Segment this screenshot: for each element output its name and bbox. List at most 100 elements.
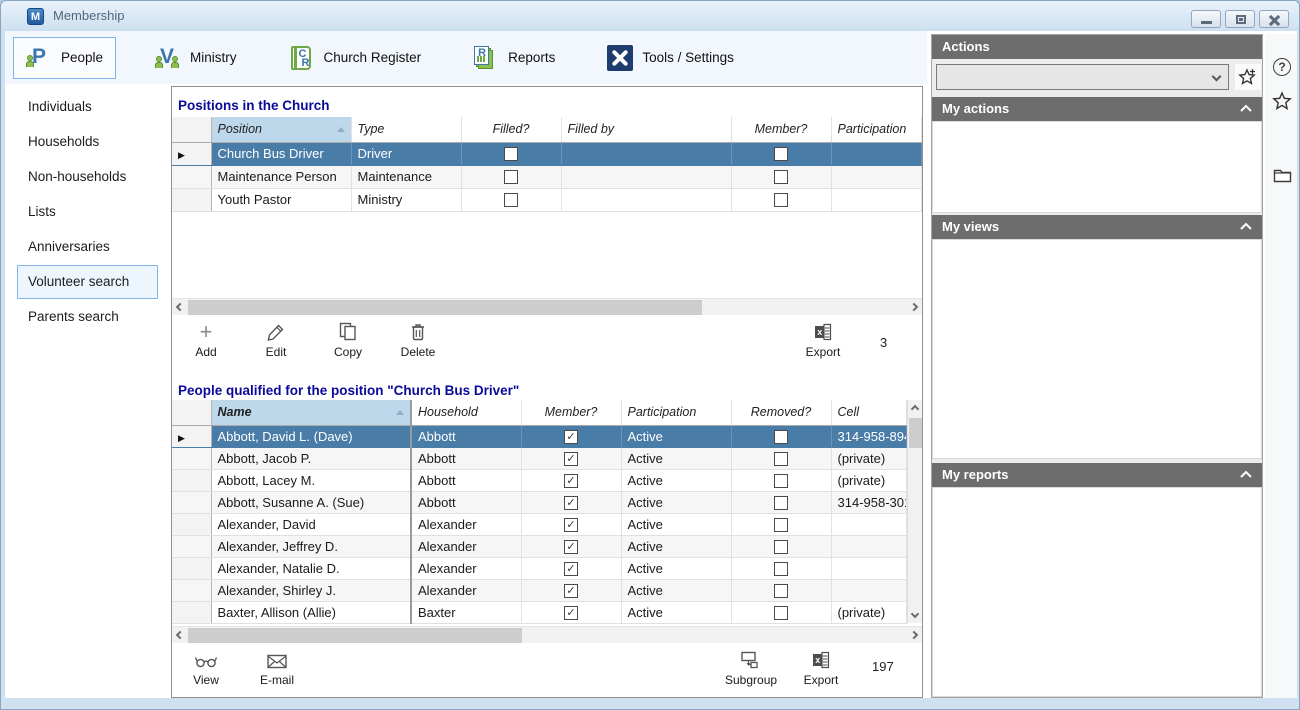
tab-ministry[interactable]: V Ministry: [142, 37, 250, 79]
cell-position[interactable]: Church Bus Driver: [211, 142, 351, 165]
cell-participation[interactable]: [831, 142, 922, 165]
cell-household[interactable]: Abbott: [411, 491, 521, 513]
sidebar-item-parents-search[interactable]: Parents search: [17, 300, 158, 334]
edit-button[interactable]: Edit: [252, 319, 300, 359]
checkbox-cell[interactable]: ✓: [521, 513, 621, 535]
cell-participation[interactable]: Active: [621, 447, 731, 469]
table-row[interactable]: Youth PastorMinistry: [172, 188, 922, 211]
cell-participation[interactable]: [831, 165, 922, 188]
cell-cell[interactable]: [831, 557, 907, 579]
checkbox-cell[interactable]: [731, 601, 831, 623]
cell-cell[interactable]: (private): [831, 601, 907, 623]
cell-household[interactable]: Alexander: [411, 579, 521, 601]
people-export-button[interactable]: x Export: [797, 647, 845, 687]
cell-name[interactable]: Abbott, David L. (Dave): [211, 425, 411, 447]
cell-participation[interactable]: Active: [621, 469, 731, 491]
cell-name[interactable]: Baxter, Allison (Allie): [211, 601, 411, 623]
cell-cell[interactable]: (private): [831, 447, 907, 469]
cell-participation[interactable]: Active: [621, 491, 731, 513]
positions-horizontal-scrollbar[interactable]: [172, 298, 922, 315]
help-button[interactable]: ?: [1271, 56, 1293, 78]
row-selector[interactable]: [172, 188, 211, 211]
cell-filled_by[interactable]: [561, 142, 731, 165]
row-selector[interactable]: [172, 469, 211, 491]
tab-tools-settings[interactable]: Tools / Settings: [594, 37, 747, 79]
people-vertical-scrollbar[interactable]: [907, 400, 922, 623]
table-row[interactable]: ▶Abbott, David L. (Dave)Abbott✓Active314…: [172, 425, 907, 447]
checkbox-cell[interactable]: [731, 469, 831, 491]
cell-household[interactable]: Abbott: [411, 447, 521, 469]
checkbox-cell[interactable]: ✓: [521, 447, 621, 469]
checkbox-cell[interactable]: [731, 557, 831, 579]
column-header-removed[interactable]: Removed?: [731, 400, 831, 425]
table-row[interactable]: Alexander, Jeffrey D.Alexander✓Active: [172, 535, 907, 557]
cell-name[interactable]: Abbott, Lacey M.: [211, 469, 411, 491]
checkbox-cell[interactable]: [731, 535, 831, 557]
checkbox-cell[interactable]: [731, 513, 831, 535]
column-header-position[interactable]: Position: [211, 117, 351, 142]
view-button[interactable]: View: [182, 647, 230, 687]
checkbox-cell[interactable]: ✓: [521, 469, 621, 491]
row-selector[interactable]: [172, 491, 211, 513]
subgroup-button[interactable]: Subgroup: [725, 647, 773, 687]
tab-people[interactable]: P People: [13, 37, 116, 79]
row-selector[interactable]: ▶: [172, 425, 211, 447]
cell-participation[interactable]: Active: [621, 425, 731, 447]
sidebar-item-non-households[interactable]: Non-households: [17, 160, 158, 194]
cell-household[interactable]: Baxter: [411, 601, 521, 623]
column-header-type[interactable]: Type: [351, 117, 461, 142]
row-selector[interactable]: [172, 165, 211, 188]
table-row[interactable]: Alexander, DavidAlexander✓Active: [172, 513, 907, 535]
add-button[interactable]: + Add: [182, 319, 230, 359]
checkbox-cell[interactable]: ✓: [521, 425, 621, 447]
cell-participation[interactable]: Active: [621, 557, 731, 579]
cell-participation[interactable]: Active: [621, 535, 731, 557]
checkbox-cell[interactable]: ✓: [521, 491, 621, 513]
row-selector[interactable]: [172, 579, 211, 601]
column-header-filled[interactable]: Filled?: [461, 117, 561, 142]
cell-type[interactable]: Driver: [351, 142, 461, 165]
cell-name[interactable]: Alexander, Jeffrey D.: [211, 535, 411, 557]
scrollbar-thumb[interactable]: [188, 628, 522, 643]
sidebar-item-anniversaries[interactable]: Anniversaries: [17, 230, 158, 264]
checkbox-cell[interactable]: [731, 142, 831, 165]
cell-type[interactable]: Maintenance: [351, 165, 461, 188]
checkbox-cell[interactable]: ✓: [521, 601, 621, 623]
cell-participation[interactable]: Active: [621, 513, 731, 535]
cell-filled_by[interactable]: [561, 188, 731, 211]
my-actions-header[interactable]: My actions: [932, 97, 1262, 121]
cell-participation[interactable]: Active: [621, 579, 731, 601]
cell-name[interactable]: Abbott, Jacob P.: [211, 447, 411, 469]
cell-participation[interactable]: [831, 188, 922, 211]
cell-position[interactable]: Youth Pastor: [211, 188, 351, 211]
row-selector[interactable]: [172, 513, 211, 535]
cell-cell[interactable]: 314-958-301: [831, 491, 907, 513]
scrollbar-thumb[interactable]: [188, 300, 702, 315]
checkbox-cell[interactable]: ✓: [521, 535, 621, 557]
checkbox-cell[interactable]: [731, 579, 831, 601]
checkbox-cell[interactable]: ✓: [521, 557, 621, 579]
column-header-filled-by[interactable]: Filled by: [561, 117, 731, 142]
column-header-name[interactable]: Name: [211, 400, 411, 425]
checkbox-cell[interactable]: [461, 165, 561, 188]
row-selector[interactable]: ▶: [172, 142, 211, 165]
cell-position[interactable]: Maintenance Person: [211, 165, 351, 188]
cell-name[interactable]: Alexander, David: [211, 513, 411, 535]
email-button[interactable]: E-mail: [253, 647, 301, 687]
row-selector[interactable]: [172, 557, 211, 579]
my-views-header[interactable]: My views: [932, 215, 1262, 239]
table-row[interactable]: Maintenance PersonMaintenance: [172, 165, 922, 188]
minimize-button[interactable]: [1191, 10, 1221, 28]
column-header-cell[interactable]: Cell: [831, 400, 907, 425]
cell-household[interactable]: Alexander: [411, 513, 521, 535]
checkbox-cell[interactable]: [731, 447, 831, 469]
cell-name[interactable]: Alexander, Natalie D.: [211, 557, 411, 579]
column-header-participation[interactable]: Participation: [621, 400, 731, 425]
checkbox-cell[interactable]: [731, 165, 831, 188]
sidebar-item-households[interactable]: Households: [17, 125, 158, 159]
checkbox-cell[interactable]: [731, 491, 831, 513]
cell-household[interactable]: Alexander: [411, 535, 521, 557]
favorite-action-button[interactable]: [1235, 64, 1261, 90]
checkbox-cell[interactable]: [731, 425, 831, 447]
my-reports-header[interactable]: My reports: [932, 463, 1262, 487]
